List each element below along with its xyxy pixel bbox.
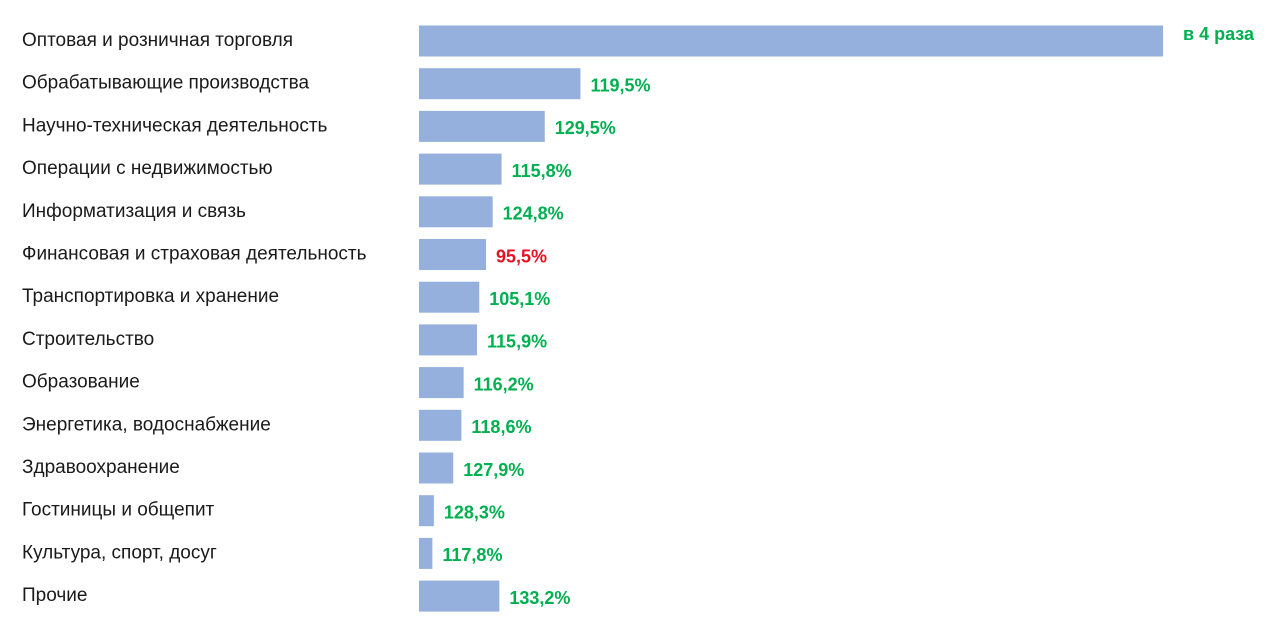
data-label: 117,8% [442,545,502,565]
category-label: Обрабатывающие производства [22,73,309,94]
category-label: Культура, спорт, досуг [22,542,217,563]
data-label: 119,5% [590,75,650,95]
category-label: Оптовая и розничная торговля [22,30,293,51]
category-label: Здравоохранение [22,457,180,478]
bar [419,281,480,313]
category-label: Энергетика, водоснабжение [22,414,271,435]
bar [419,324,478,356]
category-label: Гостиницы и общепит [22,500,215,521]
data-label: 116,2% [474,374,534,394]
bar [419,537,433,569]
category-label: Научно-техническая деятельность [22,115,328,136]
bar [419,239,486,270]
bar [419,409,462,441]
data-label: в 4 раза [1183,24,1255,44]
data-label: 105,1% [489,289,550,309]
category-label: Строительство [22,329,154,350]
category-label: Прочие [22,585,87,606]
category-label: Транспортировка и хранение [22,286,279,307]
bar [419,495,434,527]
category-label: Информатизация и связь [22,201,246,222]
data-label: 127,9% [463,460,524,480]
data-label: 115,8% [512,161,572,181]
category-label: Образование [22,372,140,393]
bars-layer: Оптовая и розничная торговля в 4 раза Обра… [22,24,1255,612]
data-label: 129,5% [555,118,616,138]
bar [419,110,545,142]
data-label: 115,9% [487,332,547,352]
bar [419,68,581,100]
category-label: Финансовая и страховая деятельность [22,244,367,265]
bar [419,25,1163,57]
bar [419,452,454,484]
data-label: 124,8% [503,204,564,224]
bar [419,153,502,185]
bar [419,367,464,399]
data-label: 128,3% [444,502,505,522]
bar [419,196,493,228]
category-label: Операции с недвижимостью [22,158,273,179]
data-label: 118,6% [471,417,531,437]
bar [419,580,500,612]
data-label: 95,5% [496,246,547,266]
data-label: 133,2% [509,588,570,608]
